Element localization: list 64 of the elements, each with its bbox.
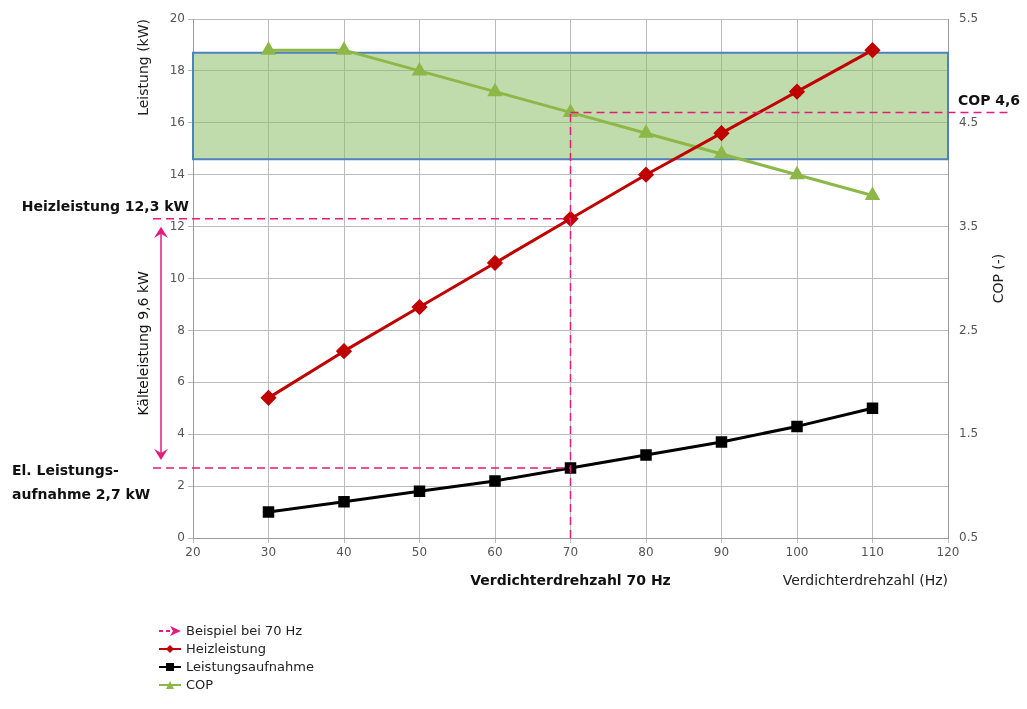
y2-axis-title: COP (-) xyxy=(989,253,1006,304)
y2-tick-label: 2.5 xyxy=(959,322,979,337)
point xyxy=(262,506,275,518)
point xyxy=(715,436,728,448)
legend-label: Leistungsaufnahme xyxy=(186,658,314,676)
x-tick-label: 100 xyxy=(785,545,809,560)
text: Beispiel bei 70 Hz xyxy=(186,622,303,640)
y-tick-label: 20 xyxy=(169,11,185,26)
point xyxy=(865,187,880,200)
point xyxy=(413,485,426,498)
y-axis-title: Leistung (kW) xyxy=(134,19,151,116)
legend-label: Heizleistung xyxy=(186,640,267,658)
point xyxy=(866,402,879,414)
point xyxy=(337,42,351,55)
y2-tick-label: 4.5 xyxy=(959,114,979,129)
point xyxy=(338,495,350,508)
y-tick-label: 14 xyxy=(169,166,185,181)
point xyxy=(638,167,654,183)
y-tick-label: 18 xyxy=(169,63,185,78)
point xyxy=(791,420,803,433)
x-tick-label: 50 xyxy=(411,545,428,560)
x-tick-label: 80 xyxy=(638,545,654,560)
y-tick-label: 10 xyxy=(169,270,185,285)
ref-line-label: COP 4,6 xyxy=(958,92,1021,109)
point xyxy=(714,125,729,141)
point xyxy=(487,255,503,271)
point xyxy=(789,84,805,100)
y-tick-label: 6 xyxy=(177,374,185,389)
point xyxy=(640,449,652,461)
point xyxy=(412,299,427,315)
legend-label: COP xyxy=(186,676,214,694)
ref-line-label: Verdichterdrehzahl 70 Hz xyxy=(470,571,671,588)
point xyxy=(261,42,276,55)
x-tick-label: 60 xyxy=(487,545,503,560)
x-tick-label: 110 xyxy=(861,545,884,560)
point xyxy=(865,42,880,58)
x-tick-label: 120 xyxy=(936,545,960,560)
point xyxy=(563,104,578,117)
y-tick-label: 4 xyxy=(177,426,185,441)
y2-tick-label: 1.5 xyxy=(959,426,979,441)
point xyxy=(714,146,729,159)
point xyxy=(336,343,352,359)
y2-tick-label: 5.5 xyxy=(959,11,979,26)
y2-tick-label: 0.5 xyxy=(959,530,979,545)
y-tick-label: 12 xyxy=(169,218,185,233)
y-tick-label: 0 xyxy=(177,530,185,545)
point xyxy=(412,63,427,76)
y-tick-label: 8 xyxy=(177,322,185,337)
point xyxy=(488,84,502,97)
point xyxy=(489,475,501,487)
point xyxy=(639,125,653,138)
text: Kälteleistung 9,6 kW xyxy=(134,271,151,416)
x-tick-label: 30 xyxy=(260,545,277,560)
x-tick-label: 70 xyxy=(562,545,579,560)
y-tick-label: 16 xyxy=(169,114,185,129)
point xyxy=(790,167,804,180)
x-tick-label: 90 xyxy=(713,545,730,560)
x-tick-label: 40 xyxy=(336,545,352,560)
point xyxy=(261,390,276,406)
ref-line-label: El. Leistungs- aufnahme 2,7 kW xyxy=(12,461,151,502)
y-tick-label: 2 xyxy=(177,478,185,493)
y2-tick-label: 3.5 xyxy=(959,218,979,233)
x-axis-title: Verdichterdrehzahl (Hz) xyxy=(782,571,948,588)
ref-line-label: Heizleistung 12,3 kW xyxy=(21,198,189,215)
